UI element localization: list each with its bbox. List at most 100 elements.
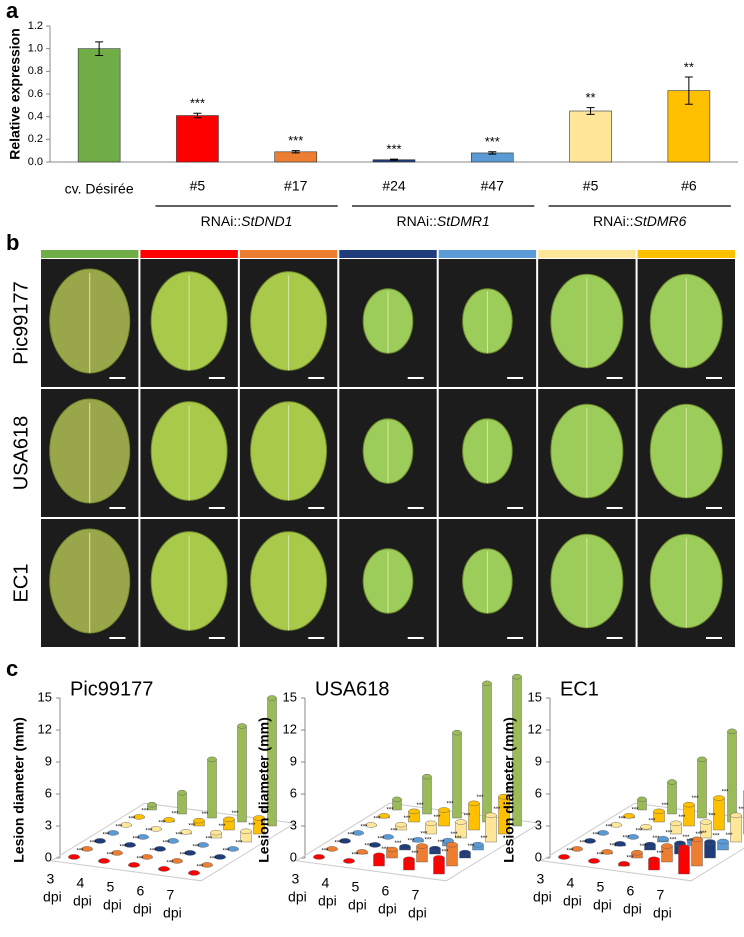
bar-3d-top [483,681,492,686]
row-label: USA618 [10,416,32,491]
bar-3d-top [649,857,660,862]
bar-3d-top [705,840,716,845]
bar-3d-top [671,821,682,826]
bar-3d-top [619,861,630,866]
significance: *** [678,815,686,821]
bar-3d [178,793,187,814]
bar-3d-top [513,674,522,679]
bar-3d-top [69,854,80,859]
bar-3d-top [417,844,428,849]
significance: *** [136,857,144,863]
significance: *** [166,861,174,867]
significance: *** [407,838,415,844]
significance: *** [652,836,660,842]
group-label: RNAi::StDMR6 [593,213,687,229]
bar-3d-top [426,821,437,826]
significance: *** [691,796,699,802]
bar-3d-top [434,856,445,861]
significance: ** [684,59,694,74]
chart-title: EC1 [560,678,599,700]
significance: *** [132,837,140,843]
y-tick-label: 12 [283,721,297,736]
x-tick-label: #24 [382,178,406,194]
panel-label: b [6,230,19,255]
x-tick-label: 7 [412,886,420,902]
bar-3d-top [654,809,665,814]
y-tick-label: 0.4 [28,111,43,123]
bar-3d-top [99,858,110,863]
y-tick-label: 3 [45,817,52,832]
y-tick-label: 6 [290,785,297,800]
row-label: Pic99177 [10,281,32,364]
significance: *** [102,833,110,839]
y-axis-label: Lesion diameter (mm) [501,717,517,862]
bar-3d-top [159,866,170,871]
significance: *** [76,849,84,855]
significance: *** [360,825,368,831]
y-tick-label: 6 [45,785,52,800]
x-tick-label: 5 [352,878,360,894]
bar-3d [698,759,707,818]
significance: *** [386,142,401,157]
x-unit-label: dpi [288,888,307,904]
bar-3d-top [344,858,355,863]
bar-3d-top [241,829,252,834]
significance: *** [171,811,179,817]
bar-3d [453,733,462,818]
genotype-color-strip [140,250,237,258]
bar-3d-top [178,790,187,795]
bar-3d-top [469,801,480,806]
significance: *** [454,836,462,842]
significance: *** [115,825,123,831]
x-tick-label: 5 [107,878,115,894]
y-tick-label: 15 [38,689,52,704]
group-gene: StDND1 [241,213,292,229]
x-tick-label: 6 [627,882,635,898]
significance: *** [437,840,445,846]
group-prefix: RNAi:: [201,213,241,229]
y-tick-label: 0.6 [28,88,43,100]
significance: *** [188,823,196,829]
bar-3d-top [409,809,420,814]
x-unit-label: dpi [73,892,92,908]
x-unit-label: dpi [408,904,427,920]
significance: *** [158,821,166,827]
y-tick-label: 3 [290,817,297,832]
significance: *** [631,807,639,813]
y-tick-label: 9 [290,753,297,768]
x-tick-label: #6 [681,178,697,194]
significance: *** [190,96,205,111]
bar-3d [208,759,217,818]
significance: *** [433,815,441,821]
significance: *** [149,849,157,855]
x-unit-label: dpi [103,896,122,912]
significance: *** [609,843,617,849]
bar-3d-top [486,813,497,818]
significance: *** [196,865,204,871]
bar-3d [483,683,492,822]
x-tick-label: 7 [167,886,175,902]
bar-3d-top [698,757,707,762]
bar-3d-top [129,862,140,867]
x-unit-label: dpi [563,892,582,908]
significance: *** [446,802,454,808]
bar-3d-top [456,820,467,825]
significance: *** [334,841,342,847]
genotype-color-strip [439,250,536,258]
x-tick-label: #5 [583,178,599,194]
panel-label: c [6,656,18,681]
significance: *** [480,836,488,842]
bar-3d-top [211,830,222,835]
chart-title: Pic99177 [70,678,153,700]
bar-3d-top [701,820,712,825]
significance: *** [364,843,372,849]
bar-3d-top [638,797,647,802]
x-tick-label: 3 [292,870,300,886]
significance: *** [205,837,213,843]
chart-title: USA618 [315,678,390,700]
significance: *** [351,853,359,859]
significance: *** [209,857,217,863]
y-axis-label: Relative expression [7,28,23,160]
significance: *** [235,841,243,847]
significance: *** [699,831,707,837]
